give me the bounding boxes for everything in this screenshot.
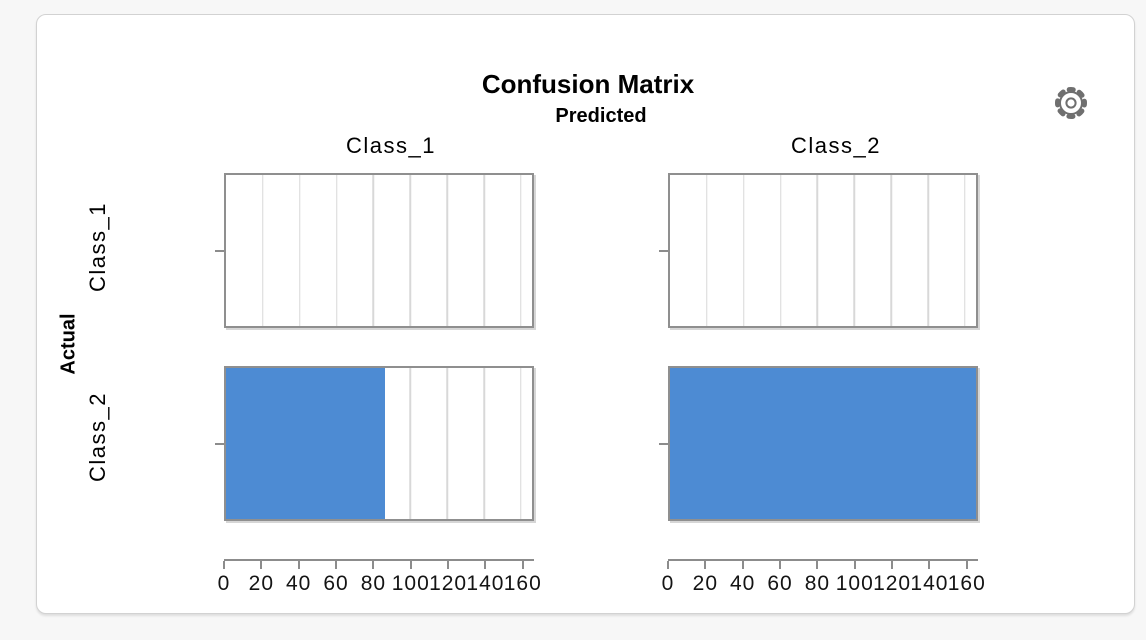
gridline [742, 175, 745, 326]
column-label-class-1: Class_1 [346, 133, 436, 158]
x-axis-tick-label: 120 [429, 572, 468, 595]
gridline [927, 175, 929, 326]
y-axis-tick [659, 442, 668, 445]
x-axis-tick-label: 0 [661, 572, 675, 595]
gridline [890, 175, 892, 326]
panel-actual-class2-predicted-class1 [215, 366, 534, 521]
gridline [409, 368, 412, 519]
x-axis-tick [965, 561, 968, 569]
gridline [816, 175, 819, 326]
gridline [964, 175, 966, 326]
x-axis-tick-label: 0 [217, 572, 231, 595]
x-axis-tick [704, 561, 707, 569]
x-axis-tick-label: 20 [692, 572, 719, 595]
gridline [483, 368, 485, 519]
x-axis-tick [891, 561, 894, 569]
panel-actual-class1-predicted-class2 [659, 173, 978, 328]
x-axis-tick [741, 561, 744, 569]
x-axis-tick-label: 40 [286, 572, 312, 595]
x-axis-tick [816, 561, 819, 569]
x-axis-tick [667, 561, 669, 569]
gridline [520, 175, 522, 326]
gridline [446, 175, 448, 326]
x-axis-tick-label: 140 [466, 572, 505, 595]
gridline [446, 368, 448, 519]
x-axis-tick-label: 140 [910, 572, 949, 595]
x-axis-tick [484, 561, 487, 569]
row-label-class-2: Class_2 [85, 392, 110, 482]
gridline [706, 175, 708, 326]
x-axis-tick-label: 60 [323, 572, 349, 595]
gridline [520, 368, 522, 519]
y-axis-tick [215, 442, 224, 445]
gridline [335, 175, 338, 326]
x-axis-tick-label: 100 [835, 572, 874, 595]
x-axis-tick-label: 80 [360, 572, 387, 595]
chart-card: Confusion Matrix Predicted Class_1 Class… [36, 14, 1135, 614]
column-label-class-2: Class_2 [791, 133, 881, 158]
x-axis-tick-label: 120 [873, 572, 912, 595]
gridline [483, 175, 485, 326]
x-axis-tick [223, 561, 225, 569]
x-axis-tick [779, 561, 782, 569]
x-axis-tick [853, 561, 856, 569]
panel-actual-class1-predicted-class1 [215, 173, 534, 328]
settings-button[interactable] [1053, 85, 1089, 121]
gear-icon [1055, 87, 1087, 119]
x-axis-tick [409, 561, 412, 569]
x-axis-tick-label: 20 [248, 572, 275, 595]
x-axis-predicted-class1: 0 20 40 60 80 100 120 140 160 [218, 559, 541, 609]
y-axis-tick [215, 249, 224, 252]
x-axis-tick-label: 160 [503, 572, 542, 595]
gridline [779, 175, 782, 326]
x-axis-line [224, 559, 534, 561]
chart-title: Confusion Matrix [481, 69, 695, 99]
gridline [262, 175, 264, 326]
x-axis-tick-label: 40 [730, 572, 756, 595]
panel-actual-class2-predicted-class2 [659, 366, 978, 521]
column-axis-title: Predicted [555, 105, 647, 127]
x-axis-tick-label: 80 [804, 572, 831, 595]
x-axis-tick-label: 100 [391, 572, 430, 595]
x-axis-tick-label: 60 [767, 572, 793, 595]
gridline [298, 175, 301, 326]
bar-actual-Class_2-predicted-Class_2 [670, 368, 976, 519]
x-axis-tick [447, 561, 450, 569]
x-axis-tick [521, 561, 524, 569]
y-axis-tick [659, 249, 668, 252]
x-axis-tick [928, 561, 931, 569]
row-axis-title: Actual [57, 313, 80, 375]
x-axis-tick-label: 160 [947, 572, 986, 595]
x-axis-predicted-class2: 0 20 40 60 80 100 120 140 160 [662, 559, 985, 609]
x-axis-tick [260, 561, 263, 569]
x-axis-tick [372, 561, 375, 569]
bar-actual-Class_2-predicted-Class_1 [226, 368, 385, 519]
x-axis-line [668, 559, 978, 561]
row-label-class-1: Class_1 [85, 202, 110, 292]
gridline [409, 175, 412, 326]
gridline [372, 175, 375, 326]
gridline [853, 175, 856, 326]
x-axis-tick [335, 561, 338, 569]
x-axis-tick [297, 561, 300, 569]
